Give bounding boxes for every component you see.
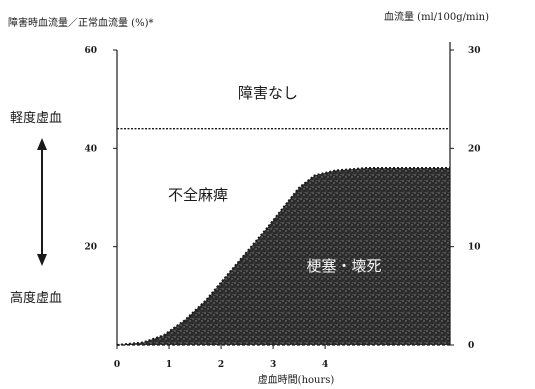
y-right-ticks: 0 10 20 30	[450, 46, 481, 351]
y-left-tick-label: 20	[84, 243, 97, 253]
y-left-axis-title: 障害時血流量／正常血流量 (%)*	[8, 16, 153, 29]
y-right-tick-label: 30	[468, 46, 481, 56]
x-ticks: 0 1 2 3 4	[114, 345, 328, 370]
y-right-tick-label: 0	[468, 341, 474, 351]
x-tick-label: 2	[218, 360, 224, 370]
x-tick-label: 3	[270, 360, 276, 370]
annotation-infarct: 梗塞・壊死	[306, 257, 381, 275]
annotation-incomplete: 不全麻痺	[168, 186, 228, 204]
y-left-tick-label: 40	[84, 144, 97, 154]
double-arrow	[37, 138, 47, 266]
y-right-tick-label: 10	[468, 243, 481, 253]
y-left-ticks: 20 40 60	[84, 46, 117, 253]
annotation-no-damage: 障害なし	[238, 84, 298, 102]
y-left-tick-label: 60	[84, 46, 97, 56]
x-tick-label: 4	[322, 360, 328, 370]
y-right-axis-title: 血流量 (ml/100g/min)	[384, 10, 489, 23]
annotation-severe-ischemia: 高度虚血	[10, 290, 62, 306]
infarct-area	[117, 168, 450, 345]
x-tick-label: 0	[114, 360, 120, 370]
x-tick-label: 1	[166, 360, 172, 370]
infarct-boundary-line	[116, 167, 450, 346]
x-axis-title: 虚血時間(hours)	[258, 373, 335, 386]
y-right-tick-label: 20	[468, 144, 481, 154]
annotation-mild-ischemia: 軽度虚血	[10, 110, 62, 126]
